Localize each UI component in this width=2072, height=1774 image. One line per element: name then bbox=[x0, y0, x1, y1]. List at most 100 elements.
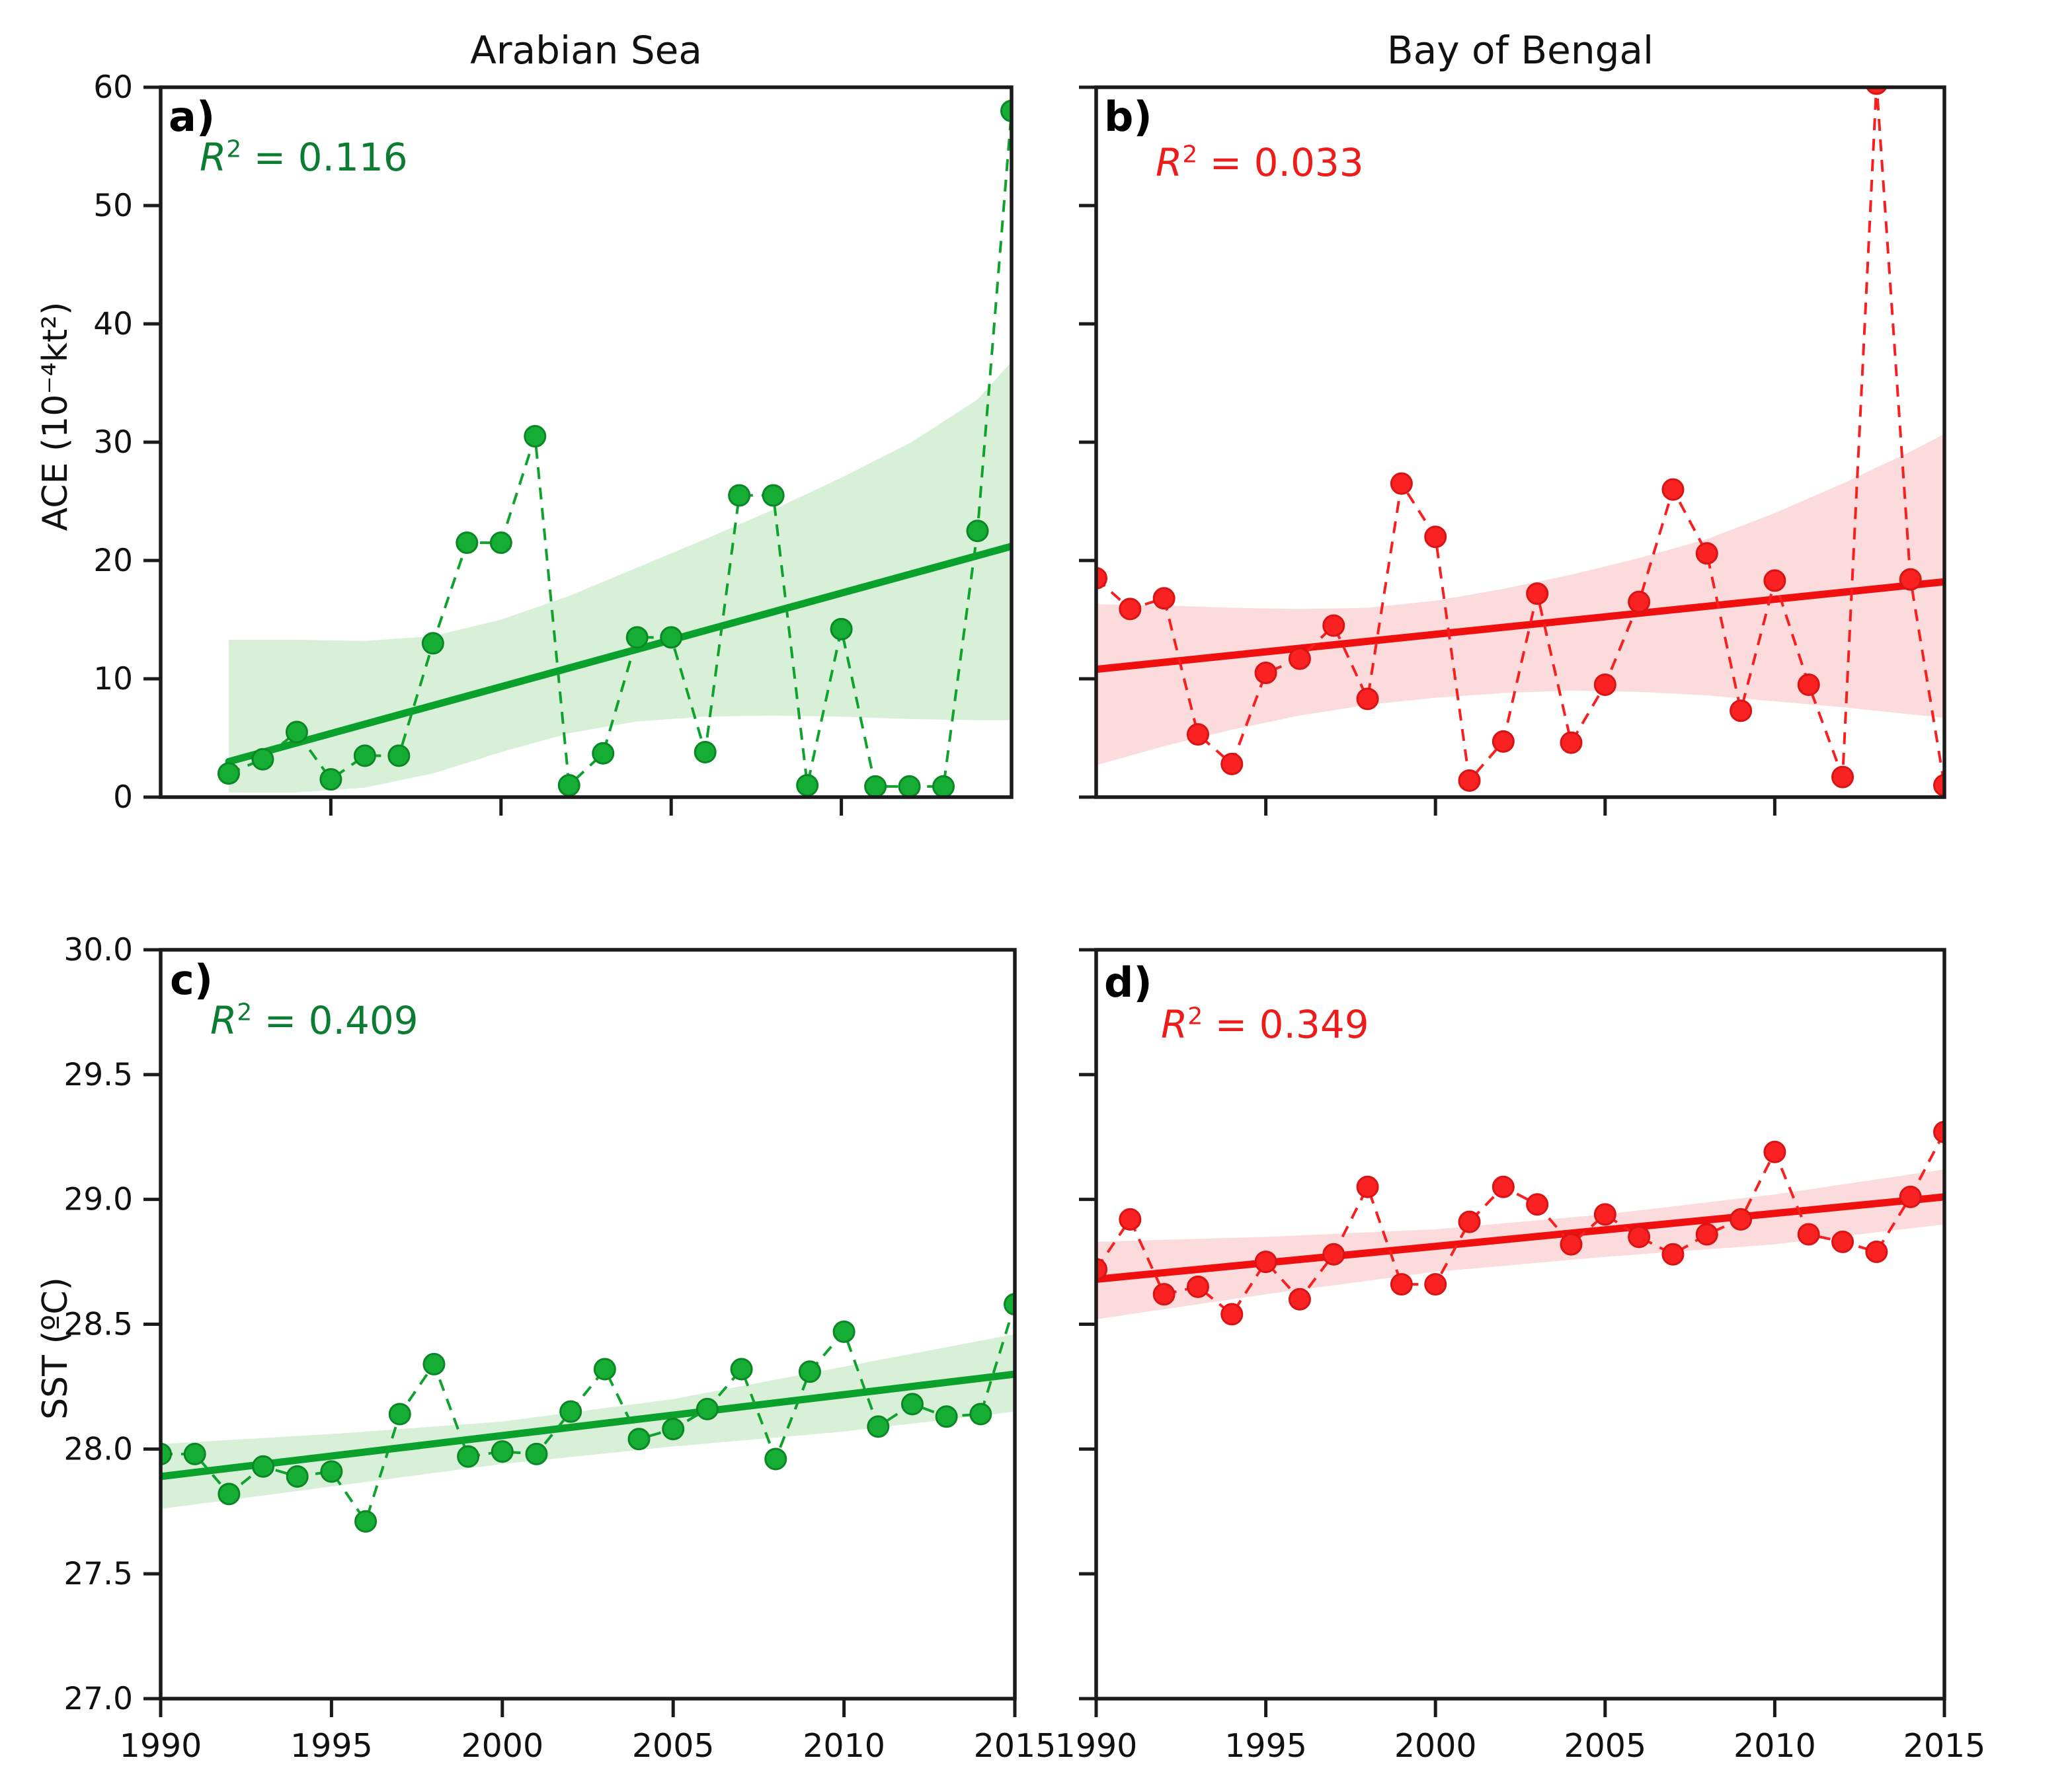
data-point bbox=[1763, 1140, 1786, 1163]
data-point bbox=[1186, 723, 1209, 746]
x-tick-label: 1990 bbox=[120, 1727, 202, 1765]
data-point bbox=[764, 1447, 787, 1471]
y-tick-label: 27.5 bbox=[63, 1556, 133, 1592]
data-point bbox=[1288, 647, 1311, 670]
data-point bbox=[1899, 568, 1922, 591]
data-point bbox=[593, 1358, 616, 1381]
y-tick-label: 28.0 bbox=[63, 1431, 133, 1467]
confidence-band bbox=[228, 362, 1012, 792]
axis-spine bbox=[1094, 948, 1946, 1701]
r2-exponent: 2 bbox=[1187, 1003, 1203, 1030]
data-point bbox=[796, 774, 819, 797]
data-point bbox=[1661, 478, 1685, 501]
data-point bbox=[932, 775, 955, 797]
data-point bbox=[286, 1465, 309, 1488]
data-point bbox=[1797, 673, 1820, 696]
x-tick-label: 2015 bbox=[1903, 1727, 1986, 1765]
data-point bbox=[1628, 590, 1651, 613]
r2-value: = 0.033 bbox=[1197, 140, 1364, 185]
data-point bbox=[1004, 1293, 1015, 1316]
data-point bbox=[285, 720, 308, 744]
data-point bbox=[1763, 569, 1786, 592]
data-point bbox=[388, 1403, 411, 1426]
data-point bbox=[864, 775, 887, 797]
confidence-band bbox=[1096, 1169, 1944, 1319]
data-point bbox=[354, 1510, 378, 1533]
panel-b-label: b) bbox=[1104, 93, 1152, 141]
data-point bbox=[1695, 1223, 1718, 1246]
x-tick-label: 1995 bbox=[290, 1727, 373, 1765]
y-tick-label: 40 bbox=[93, 306, 133, 342]
column-title-bay-of-bengal: Bay of Bengal bbox=[1386, 28, 1654, 73]
data-point bbox=[1866, 87, 1888, 95]
data-point bbox=[660, 626, 683, 649]
trend-line bbox=[161, 1370, 1015, 1481]
data-point bbox=[422, 1352, 446, 1375]
data-point bbox=[1831, 1230, 1854, 1253]
y-axis-label-sst: SST (ºC) bbox=[36, 1277, 75, 1420]
y-tick-label: 27.0 bbox=[63, 1681, 133, 1717]
y-tick-label: 29.5 bbox=[63, 1057, 133, 1093]
data-point bbox=[1492, 1175, 1515, 1198]
y-tick-label: 50 bbox=[93, 188, 133, 224]
data-point bbox=[1096, 566, 1107, 590]
data-point bbox=[730, 1358, 753, 1381]
r2-value: = 0.116 bbox=[241, 135, 408, 180]
data-point bbox=[1220, 1303, 1244, 1326]
data-point bbox=[1831, 765, 1854, 789]
panel-c-r2-annotation: R2 = 0.409 bbox=[210, 998, 418, 1043]
y-tick-label: 28.5 bbox=[63, 1307, 133, 1343]
data-point bbox=[1492, 730, 1515, 753]
panel-a-r2-annotation: R2 = 0.116 bbox=[200, 135, 408, 180]
r2-exponent: 2 bbox=[226, 135, 242, 163]
data-point bbox=[1797, 1223, 1820, 1246]
data-point bbox=[1152, 587, 1175, 610]
r2-exponent: 2 bbox=[1182, 141, 1198, 169]
data-point bbox=[183, 1442, 206, 1465]
x-tick-label: 2000 bbox=[1394, 1727, 1477, 1765]
y-tick-label: 10 bbox=[93, 661, 133, 697]
data-point bbox=[353, 744, 376, 767]
data-point bbox=[559, 1400, 582, 1423]
y-tick-label: 30.0 bbox=[63, 932, 133, 968]
data-point bbox=[421, 632, 444, 655]
data-point bbox=[1119, 598, 1142, 621]
trend-line bbox=[1096, 578, 1944, 674]
data-point bbox=[662, 1418, 685, 1441]
r2-value: = 0.409 bbox=[252, 998, 418, 1043]
data-point bbox=[1458, 769, 1481, 792]
data-point bbox=[1593, 1203, 1616, 1226]
data-point bbox=[1526, 1193, 1549, 1216]
r2-symbol: R bbox=[210, 998, 237, 1043]
data-point bbox=[966, 520, 989, 543]
data-point bbox=[867, 1415, 890, 1438]
panel-d: 1990 1995 2000 2005 2010 2015 bbox=[1055, 948, 1986, 1765]
data-point bbox=[830, 617, 853, 640]
y-axis-label-ace: ACE (10⁻⁴kt²) bbox=[36, 301, 75, 531]
data-point bbox=[217, 762, 240, 785]
data-point bbox=[694, 740, 717, 763]
data-point bbox=[592, 742, 615, 765]
panel-b-r2-annotation: R2 = 0.033 bbox=[1156, 140, 1364, 185]
panel-d-r2-annotation: R2 = 0.349 bbox=[1161, 1002, 1369, 1047]
data-point bbox=[320, 1460, 343, 1483]
data-point bbox=[625, 626, 649, 649]
panel-a: 0 10 20 30 40 50 60 bbox=[93, 69, 1014, 816]
trend-line bbox=[1096, 1193, 1944, 1284]
data-point bbox=[457, 1445, 480, 1468]
data-point bbox=[319, 768, 342, 791]
data-point bbox=[627, 1428, 651, 1451]
data-point bbox=[218, 1483, 241, 1506]
data-point bbox=[1000, 99, 1012, 122]
data-point bbox=[1356, 687, 1379, 711]
data-point bbox=[251, 748, 274, 771]
data-point bbox=[1661, 1243, 1685, 1266]
data-point bbox=[1730, 699, 1753, 722]
data-point bbox=[387, 744, 411, 767]
data-point bbox=[525, 1442, 548, 1465]
panel-d-label: d) bbox=[1104, 958, 1152, 1007]
data-point bbox=[696, 1397, 719, 1420]
data-point bbox=[489, 531, 512, 555]
